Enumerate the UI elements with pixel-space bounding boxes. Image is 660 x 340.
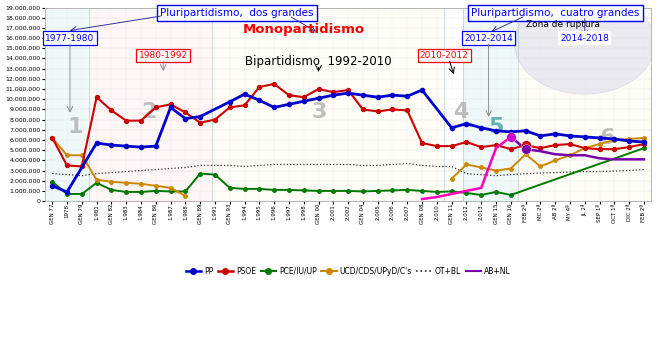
Bar xyxy=(89,7,212,201)
Text: 1977-1980: 1977-1980 xyxy=(46,34,94,42)
Text: 3: 3 xyxy=(311,102,327,122)
Bar xyxy=(463,7,518,201)
Text: 2014-2018: 2014-2018 xyxy=(560,34,609,42)
Text: 6: 6 xyxy=(599,128,615,148)
Bar xyxy=(45,7,89,201)
Text: Monopartidismo: Monopartidismo xyxy=(243,23,365,36)
Bar xyxy=(212,7,444,201)
Text: Pluripartidismo,  cuatro grandes: Pluripartidismo, cuatro grandes xyxy=(471,7,640,18)
Bar xyxy=(518,7,651,201)
Legend: PP, PSOE, PCE/IU/UP, UCD/CDS/UPyD/C's, OT+BL, AB+NL: PP, PSOE, PCE/IU/UP, UCD/CDS/UPyD/C's, O… xyxy=(182,264,513,278)
Text: Pluripartidismo,  dos grandes: Pluripartidismo, dos grandes xyxy=(160,7,314,18)
Text: 2012-2014: 2012-2014 xyxy=(464,34,513,42)
Text: 5: 5 xyxy=(488,117,504,137)
Text: 4: 4 xyxy=(453,102,469,122)
Text: 1: 1 xyxy=(67,117,82,137)
Text: 2: 2 xyxy=(141,102,156,122)
Text: 1980-1992: 1980-1992 xyxy=(139,51,187,60)
Text: 2010-2012: 2010-2012 xyxy=(420,51,469,60)
Text: Bipartidismo  1992-2010: Bipartidismo 1992-2010 xyxy=(246,55,392,68)
Text: Zona de ruptura: Zona de ruptura xyxy=(525,20,599,29)
Ellipse shape xyxy=(515,0,655,94)
